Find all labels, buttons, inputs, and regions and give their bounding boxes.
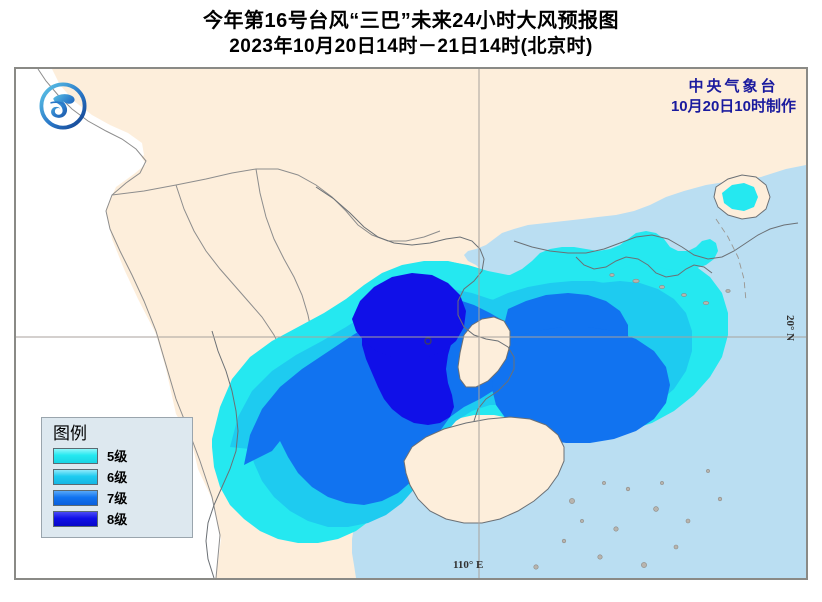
mainland-coastline	[315, 186, 515, 422]
wind-patch-ne-islands	[722, 183, 758, 211]
legend-panel: 图例 5级 6级 7级 8级	[41, 417, 193, 538]
coastal-detail-ne	[575, 256, 713, 278]
legend-swatch-level-5	[53, 447, 98, 464]
map-canvas	[16, 69, 806, 578]
inland-pocket-north	[16, 69, 144, 189]
forecast-map: 中央气象台 10月20日10时制作 图例 5级 6级 7级 8级	[14, 67, 808, 580]
pearl-river-coast	[513, 222, 799, 260]
indochina-coastline	[205, 330, 239, 578]
wind-area-level-5-coastal	[368, 231, 718, 309]
offshore-islets	[609, 273, 731, 305]
leizhou-peninsula	[457, 316, 511, 388]
legend-title: 图例	[53, 424, 87, 443]
title-line-1: 今年第16号台风“三巴”未来24小时大风预报图	[203, 10, 619, 32]
graticule	[16, 69, 806, 578]
longitude-label: 110° E	[453, 559, 484, 571]
wind-area-level-7	[244, 299, 518, 505]
latitude-label: 20° N	[784, 315, 796, 342]
legend-item-level-5: 5级	[53, 446, 192, 465]
hainan-island	[403, 416, 565, 524]
maritime-boundary-dashed	[715, 218, 747, 302]
title-line-2: 2023年10月20日14时－21日14时(北京时)	[229, 36, 593, 57]
wind-area-level-7-se	[492, 327, 670, 443]
legend-item-level-6: 6级	[53, 467, 192, 486]
attribution-issued: 10月20日10时制作	[670, 98, 796, 115]
legend-label-level-8: 8级	[107, 512, 128, 527]
storm-center-marker	[424, 337, 432, 345]
sea-islands	[533, 469, 723, 570]
legend-label-level-6: 6级	[107, 470, 128, 485]
legend-label-level-7: 7级	[107, 491, 128, 506]
cma-logo-icon	[39, 82, 87, 130]
attribution-block: 中央气象台 10月20日10时制作	[671, 77, 796, 117]
legend-item-level-7: 7级	[53, 488, 192, 507]
page-title: 今年第16号台风“三巴”未来24小时大风预报图 2023年10月20日14时－2…	[0, 8, 822, 60]
legend-swatch-level-6	[53, 468, 98, 485]
legend-item-level-8: 8级	[53, 509, 192, 528]
attribution-organization: 中央气象台	[688, 78, 779, 95]
legend-swatch-level-8	[53, 510, 98, 527]
legend-swatch-level-7	[53, 489, 98, 506]
legend-label-level-5: 5级	[107, 449, 128, 464]
